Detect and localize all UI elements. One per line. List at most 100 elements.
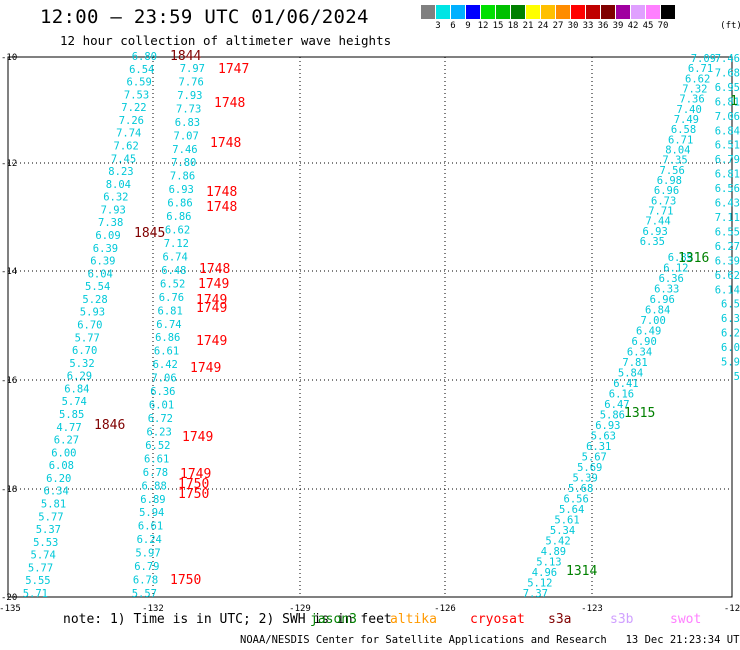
- swh-value: 5: [734, 371, 740, 383]
- swh-value: 5.94: [139, 507, 164, 519]
- pass-time-label: 1: [730, 94, 738, 109]
- pass-time-label: 1749: [180, 467, 211, 482]
- swh-value: 5.63: [591, 431, 616, 443]
- swh-value: 6.56: [715, 183, 740, 195]
- swh-value: 5.93: [80, 307, 105, 319]
- swh-value: 5.68: [568, 483, 593, 495]
- swh-value: 6.71: [688, 63, 713, 75]
- swh-value: 7.93: [177, 90, 202, 102]
- x-tick-label: -12: [724, 604, 740, 614]
- legend-swatch: [451, 5, 466, 19]
- swh-value: 7.09: [691, 53, 716, 65]
- swh-value: 5.81: [41, 499, 66, 511]
- legend-swatch: [481, 5, 496, 19]
- swh-value: 5.55: [25, 575, 50, 587]
- legend-label: 21: [522, 21, 534, 31]
- satellite-label-s3b: s3b: [610, 612, 634, 627]
- swh-value: 6.49: [636, 326, 661, 338]
- swh-value: 4.96: [532, 567, 557, 579]
- swh-value: 6.34: [627, 347, 652, 359]
- swh-value: 6.61: [154, 346, 179, 358]
- swh-value: 6.70: [72, 345, 97, 357]
- swh-value: 6.86: [166, 211, 191, 223]
- swh-value: 6.88: [142, 480, 167, 492]
- pass-time-label: 1750: [178, 487, 209, 502]
- swh-value: 7.76: [179, 77, 204, 89]
- swh-value: 8.04: [665, 145, 690, 157]
- swh-value: 6.93: [169, 184, 194, 196]
- swh-value: 5.97: [135, 548, 160, 560]
- legend-label: 18: [507, 21, 519, 31]
- swh-value: 8.04: [106, 179, 131, 191]
- swh-value: 6.34: [44, 486, 69, 498]
- swh-value: 6.43: [715, 198, 740, 210]
- swh-value: 7.46: [172, 144, 197, 156]
- legend-label: 30: [567, 21, 579, 31]
- pass-time-label: 1749: [196, 334, 227, 349]
- swh-value: 7.49: [674, 114, 699, 126]
- satellite-label-s3a: s3a: [548, 612, 572, 627]
- swh-value: 6.24: [137, 534, 162, 546]
- swh-value: 5.71: [23, 588, 48, 600]
- swh-value: 6.90: [632, 336, 657, 348]
- page-title: 12:00 — 23:59 UTC 01/06/2024: [40, 6, 369, 28]
- swh-value: 6.98: [657, 175, 682, 187]
- legend-swatch: [496, 5, 511, 19]
- swh-value: 7.37: [523, 588, 548, 600]
- swh-value: 6.08: [49, 460, 74, 472]
- swh-value: 6.81: [715, 96, 740, 108]
- legend-label: 70: [657, 21, 669, 31]
- swh-value: 5.42: [545, 536, 570, 548]
- legend-label: 6: [450, 21, 456, 31]
- satellite-label-cryosat: cryosat: [470, 612, 525, 627]
- swh-value: 6.39: [90, 256, 115, 268]
- swh-value: 6.76: [159, 292, 184, 304]
- y-tick-label: -14: [1, 267, 17, 277]
- legend-label: 45: [642, 21, 654, 31]
- satellite-label-jason3: jason3: [310, 612, 357, 627]
- pass-time-label: 1749: [196, 301, 227, 316]
- page-subtitle: 12 hour collection of altimeter wave hei…: [60, 33, 392, 48]
- swh-value: 7.26: [119, 115, 144, 127]
- legend-label: 12: [477, 21, 489, 31]
- x-tick-label: -132: [142, 604, 164, 614]
- swh-value: 7.32: [682, 84, 707, 96]
- swh-value: 6.31: [586, 441, 611, 453]
- y-tick-label: -12: [1, 159, 17, 169]
- swh-value: 5.57: [132, 588, 157, 600]
- swh-value: 6.35: [640, 236, 665, 248]
- swh-value: 6.62: [165, 225, 190, 237]
- swh-value: 6.33: [654, 284, 679, 296]
- footer-note: note: 1) Time is in UTC; 2) SWH is in fe…: [63, 612, 392, 627]
- swh-value: 6.58: [671, 124, 696, 136]
- color-legend: 3 6 9 12 15 18 21 24 27 30 33 36 39 42 45 70 (ft): [421, 5, 740, 31]
- swh-value: 6.16: [609, 389, 634, 401]
- swh-value: 5.77: [28, 562, 53, 574]
- swh-value: 5.54: [85, 281, 110, 293]
- swh-value: 4.89: [541, 546, 566, 558]
- swh-value: 5.53: [33, 537, 58, 549]
- swh-value: 7.73: [176, 103, 201, 115]
- legend-unit: (ft): [720, 21, 740, 31]
- swh-value: 7.68: [715, 68, 740, 80]
- legend-swatch: [601, 5, 616, 19]
- pass-time-label: 1749: [196, 293, 227, 308]
- legend-swatch: [586, 5, 601, 19]
- swh-value: 7.11: [715, 212, 740, 224]
- legend-label: 9: [465, 21, 471, 31]
- swh-value: 6.93: [643, 226, 668, 238]
- legend-swatch: [631, 5, 646, 19]
- swh-value: 6.79: [715, 154, 740, 166]
- legend-label: 36: [597, 21, 609, 31]
- swh-value: 5.84: [618, 368, 643, 380]
- swh-value: 6.56: [564, 494, 589, 506]
- swh-value: 6.96: [654, 185, 679, 197]
- swh-value: 7.71: [648, 206, 673, 218]
- legend-label: 39: [612, 21, 624, 31]
- swh-value: 6.39: [715, 255, 740, 267]
- legend-label: 15: [492, 21, 504, 31]
- swh-value: 6.01: [149, 400, 174, 412]
- swh-value: 6.95: [715, 82, 740, 94]
- swh-value: 6.84: [645, 305, 670, 317]
